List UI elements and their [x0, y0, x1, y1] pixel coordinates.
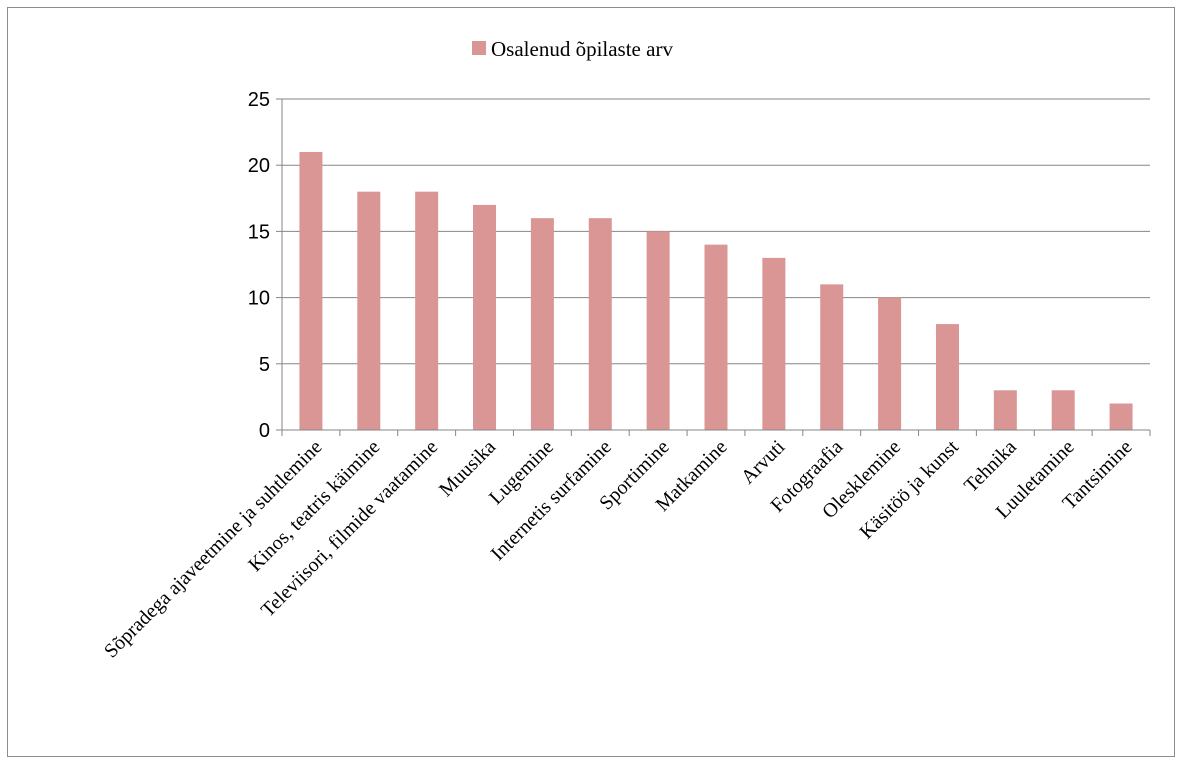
bar: [530, 218, 554, 430]
bar: [820, 284, 844, 430]
x-category-label: Sõpradega ajaveetmine ja suhtlemine: [100, 436, 327, 663]
y-tick-label: 10: [248, 288, 270, 310]
y-tick-label: 0: [259, 420, 270, 442]
legend-label: Osalenud õpilaste arv: [491, 37, 673, 61]
bar: [1051, 390, 1075, 430]
x-category-label: Arvuti: [737, 436, 790, 489]
x-category-labels: Sõpradega ajaveetmine ja suhtlemineKinos…: [100, 436, 1137, 663]
bar: [588, 218, 612, 430]
legend: Osalenud õpilaste arv: [472, 37, 673, 61]
bar: [299, 151, 323, 430]
bar: [762, 257, 786, 430]
bar: [415, 191, 439, 430]
x-category-label: Käsitöö ja kunst: [856, 436, 964, 544]
bar: [704, 244, 728, 430]
legend-swatch: [472, 41, 486, 55]
bars: [299, 151, 1133, 430]
bar: [357, 191, 381, 430]
axes: [276, 98, 1151, 436]
bar: [1109, 403, 1133, 430]
y-tick-label: 15: [248, 221, 270, 243]
bar: [646, 231, 670, 430]
y-tick-labels: 0 5 10 15 20 25: [248, 89, 270, 442]
y-tick-label: 25: [248, 89, 270, 111]
bar: [473, 204, 497, 430]
bar: [878, 297, 902, 430]
bar: [993, 390, 1017, 430]
bar: [935, 324, 959, 430]
y-tick-label: 5: [259, 354, 270, 376]
y-tick-label: 20: [248, 155, 270, 177]
